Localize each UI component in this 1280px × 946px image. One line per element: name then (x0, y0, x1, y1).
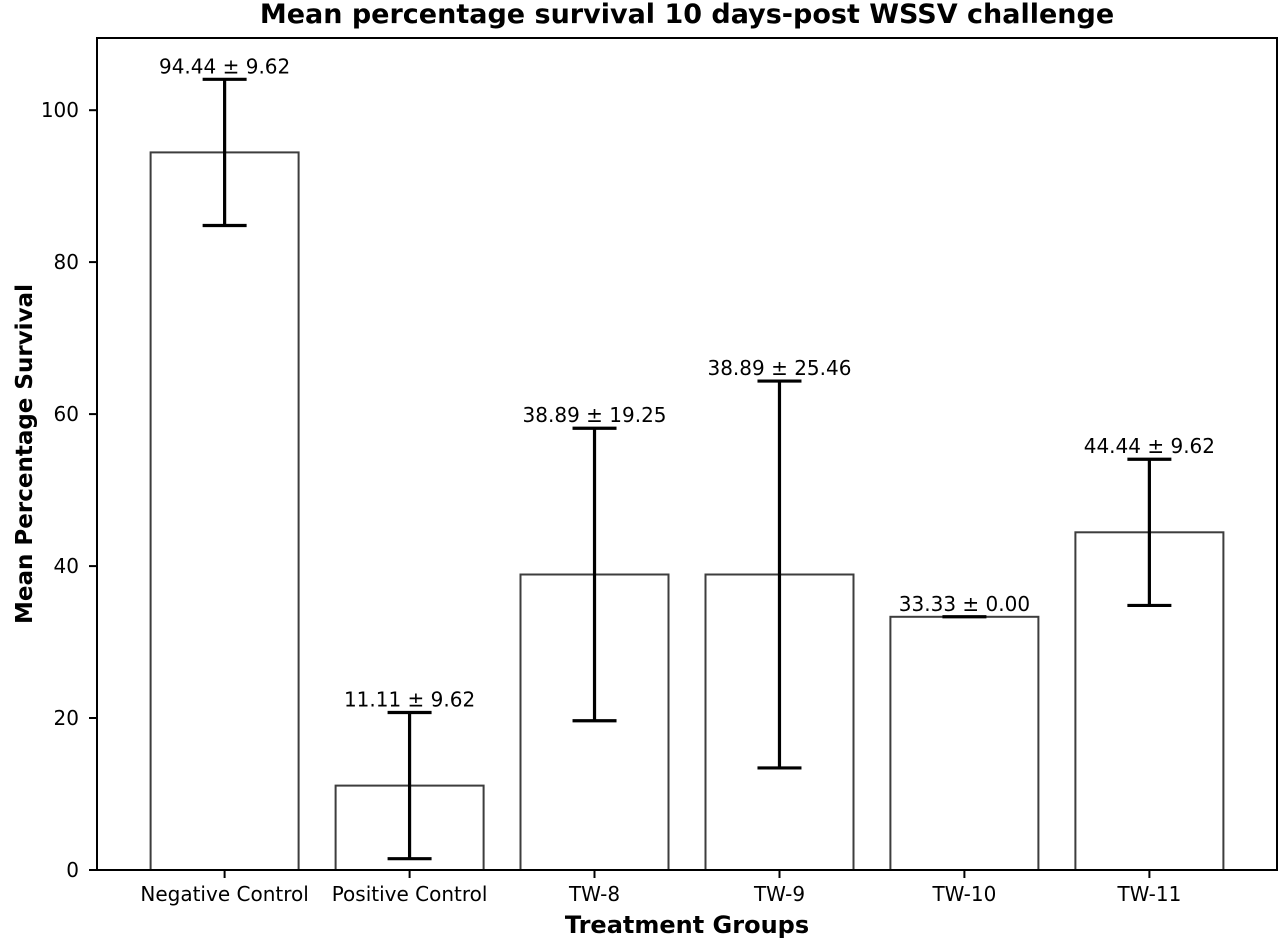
y-tick-label: 0 (66, 858, 79, 882)
x-tick-label: TW-11 (1116, 882, 1181, 906)
bar-annotation: 33.33 ± 0.00 (899, 592, 1030, 616)
y-tick-label: 100 (41, 98, 79, 122)
bar-annotation: 94.44 ± 9.62 (159, 54, 290, 78)
y-tick-label: 40 (54, 554, 79, 578)
x-tick-label: Negative Control (140, 882, 308, 906)
x-tick-label: Positive Control (332, 882, 488, 906)
bar (889, 615, 1040, 871)
plot-border (96, 37, 1278, 871)
chart-title: Mean percentage survival 10 days-post WS… (259, 0, 1115, 30)
x-tick-label: TW-9 (753, 882, 805, 906)
bar (149, 151, 300, 871)
y-tick-label: 20 (54, 706, 79, 730)
bar-annotation: 38.89 ± 19.25 (523, 403, 667, 427)
x-tick-label: TW-8 (568, 882, 620, 906)
y-tick-label: 60 (54, 402, 79, 426)
x-tick-label: TW-10 (931, 882, 996, 906)
bar-annotation: 11.11 ± 9.62 (344, 688, 475, 712)
y-tick-label: 80 (54, 250, 79, 274)
bar-annotation: 44.44 ± 9.62 (1084, 434, 1215, 458)
x-axis-label: Treatment Groups (564, 911, 810, 939)
bar-annotation: 38.89 ± 25.46 (707, 356, 851, 380)
